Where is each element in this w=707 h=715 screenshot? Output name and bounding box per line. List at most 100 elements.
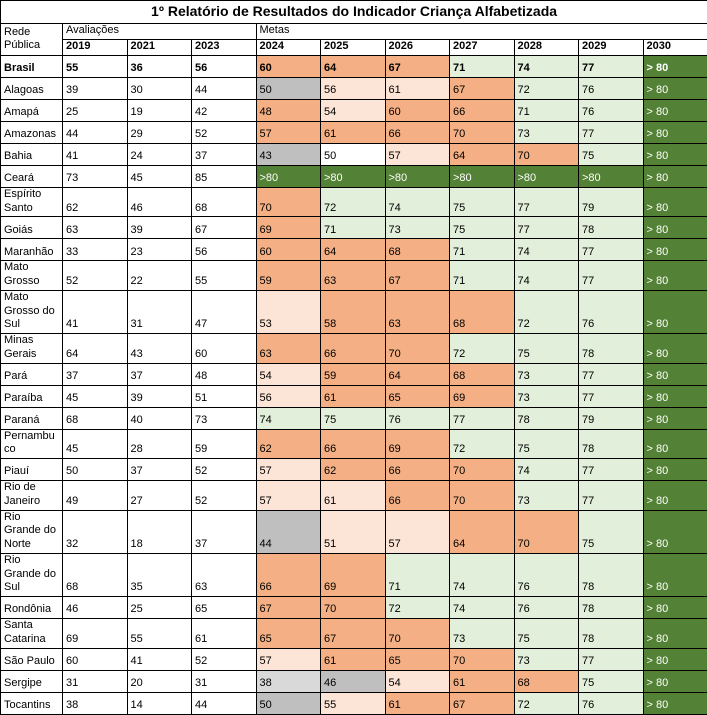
meta-cell-2030: > 80 [643,77,707,99]
avaliacao-cell-2021: 46 [127,187,192,217]
meta-cell-2026: 57 [385,510,450,553]
meta-cell-2025: 54 [321,99,386,121]
year-header-2021: 2021 [127,39,192,55]
avaliacao-cell-2021: 14 [127,692,192,714]
meta-cell-2024: 38 [256,670,321,692]
meta-cell-2026: 66 [385,481,450,511]
meta-cell-2028: 73 [514,385,579,407]
avaliacao-cell-2019: 69 [63,619,128,649]
meta-cell-2029: 75 [579,670,644,692]
row-label: Brasil [1,55,63,77]
meta-cell-2026: 60 [385,99,450,121]
meta-cell-2029: 76 [579,290,644,333]
meta-cell-2029: 76 [579,692,644,714]
meta-cell-2028: 78 [514,407,579,429]
year-header-2023: 2023 [192,39,257,55]
meta-cell-2024: 57 [256,481,321,511]
meta-cell-2024: >80 [256,165,321,187]
row-label: Pará [1,363,63,385]
meta-cell-2024: 57 [256,121,321,143]
row-label: Bahia [1,143,63,165]
avaliacao-cell-2021: 55 [127,619,192,649]
meta-cell-2029: 78 [579,217,644,239]
meta-cell-2027: 73 [450,619,515,649]
meta-cell-2027: 74 [450,553,515,596]
meta-cell-2028: 74 [514,239,579,261]
meta-cell-2027: 77 [450,407,515,429]
row-label: Goiás [1,217,63,239]
avaliacao-cell-2019: 45 [63,385,128,407]
avaliacao-cell-2023: 52 [192,481,257,511]
group-header-row: Rede Pública Avaliações Metas [1,24,707,40]
meta-cell-2030: > 80 [643,670,707,692]
meta-cell-2030: > 80 [643,481,707,511]
row-label: Maranhão [1,239,63,261]
avaliacao-cell-2021: 37 [127,459,192,481]
avaliacao-cell-2021: 35 [127,553,192,596]
meta-cell-2026: 67 [385,55,450,77]
avaliacao-cell-2019: 68 [63,407,128,429]
meta-cell-2024: 65 [256,619,321,649]
row-label: Piauí [1,459,63,481]
meta-cell-2028: 68 [514,670,579,692]
meta-cell-2024: 66 [256,553,321,596]
avaliacao-cell-2019: 38 [63,692,128,714]
avaliacao-cell-2021: 18 [127,510,192,553]
meta-cell-2030: > 80 [643,553,707,596]
meta-cell-2029: 79 [579,187,644,217]
meta-cell-2024: 50 [256,77,321,99]
avaliacao-cell-2023: 73 [192,407,257,429]
avaliacao-cell-2019: 64 [63,334,128,364]
meta-cell-2025: 75 [321,407,386,429]
avaliacao-cell-2023: 37 [192,510,257,553]
avaliacao-cell-2019: 32 [63,510,128,553]
meta-cell-2029: >80 [579,165,644,187]
row-label: Mato Grosso do Sul [1,290,63,333]
avaliacao-cell-2019: 25 [63,99,128,121]
meta-cell-2025: 61 [321,648,386,670]
meta-cell-2030: > 80 [643,99,707,121]
meta-cell-2026: 67 [385,261,450,291]
meta-cell-2026: 61 [385,77,450,99]
avaliacao-cell-2019: 73 [63,165,128,187]
meta-cell-2029: 77 [579,481,644,511]
meta-cell-2024: 53 [256,290,321,333]
year-header-2024: 2024 [256,39,321,55]
meta-cell-2030: > 80 [643,510,707,553]
row-label: Pernambuco [1,429,63,459]
meta-cell-2025: 67 [321,619,386,649]
meta-cell-2025: 61 [321,481,386,511]
meta-cell-2025: 64 [321,55,386,77]
meta-cell-2029: 78 [579,429,644,459]
meta-cell-2028: 75 [514,334,579,364]
meta-cell-2024: 48 [256,99,321,121]
meta-cell-2024: 54 [256,363,321,385]
year-header-2025: 2025 [321,39,386,55]
meta-cell-2029: 77 [579,385,644,407]
meta-cell-2027: 70 [450,121,515,143]
meta-cell-2026: 65 [385,648,450,670]
meta-cell-2028: 76 [514,553,579,596]
metas-group-header: Metas [256,24,707,40]
avaliacao-cell-2019: 31 [63,670,128,692]
meta-cell-2028: 73 [514,481,579,511]
meta-cell-2025: 61 [321,385,386,407]
meta-cell-2030: > 80 [643,619,707,649]
avaliacao-cell-2023: 52 [192,121,257,143]
row-label: Paraná [1,407,63,429]
row-label: Amapá [1,99,63,121]
avaliacao-cell-2023: 68 [192,187,257,217]
avaliacao-cell-2021: 19 [127,99,192,121]
avaliacao-cell-2023: 44 [192,692,257,714]
avaliacao-cell-2021: 29 [127,121,192,143]
